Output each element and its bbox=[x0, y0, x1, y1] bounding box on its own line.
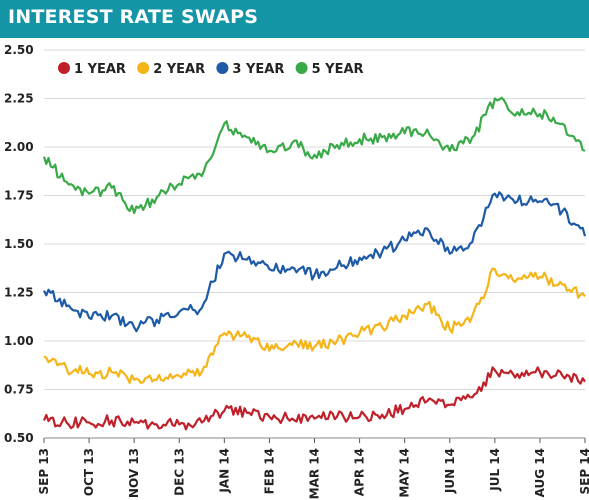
y-tick-label: 2.50 bbox=[4, 43, 34, 57]
chart-title: INTEREST RATE SWAPS bbox=[8, 6, 259, 28]
x-tick-label: AUG 14 bbox=[533, 448, 547, 497]
series-line-3-year bbox=[43, 191, 587, 333]
legend-label: 2 YEAR bbox=[153, 62, 205, 77]
x-tick-label: NOV 13 bbox=[127, 448, 141, 498]
legend-label: 5 YEAR bbox=[312, 62, 364, 77]
legend-label: 3 YEAR bbox=[232, 62, 284, 77]
series-line-1-year bbox=[42, 366, 586, 431]
x-tick-label: SEP 13 bbox=[37, 448, 51, 495]
x-tick-label: SEP 14 bbox=[578, 448, 589, 495]
x-tick-label: JUN 14 bbox=[443, 448, 457, 494]
x-tick-label: JUL 14 bbox=[488, 448, 502, 492]
y-tick-label: 1.50 bbox=[4, 237, 34, 251]
y-tick-label: 0.75 bbox=[4, 383, 34, 397]
y-tick-label: 1.25 bbox=[4, 286, 34, 300]
x-tick-label: APR 14 bbox=[353, 448, 367, 496]
chart-svg: 2.502.252.001.751.501.251.000.750.50SEP … bbox=[4, 43, 589, 499]
legend-label: 1 YEAR bbox=[74, 62, 126, 77]
x-tick-label: OCT 13 bbox=[82, 448, 96, 496]
legend-marker bbox=[295, 62, 308, 74]
y-tick-label: 0.50 bbox=[4, 431, 34, 445]
title-bar: INTEREST RATE SWAPS bbox=[0, 0, 589, 38]
y-tick-label: 2.00 bbox=[4, 140, 34, 154]
legend-marker bbox=[58, 62, 70, 74]
legend-marker bbox=[137, 62, 150, 74]
series-line-5-year bbox=[42, 96, 586, 215]
x-tick-label: MAR 14 bbox=[308, 448, 322, 499]
y-tick-label: 2.25 bbox=[4, 92, 34, 106]
x-tick-label: JAN 14 bbox=[217, 448, 231, 494]
x-tick-label: FEB 14 bbox=[262, 448, 276, 494]
y-tick-label: 1.00 bbox=[4, 334, 34, 348]
series-line-2-year bbox=[43, 267, 586, 384]
x-tick-label: MAY 14 bbox=[398, 448, 412, 498]
x-tick-label: DEC 13 bbox=[172, 448, 186, 496]
legend-marker bbox=[216, 62, 229, 74]
y-tick-label: 1.75 bbox=[4, 189, 34, 203]
